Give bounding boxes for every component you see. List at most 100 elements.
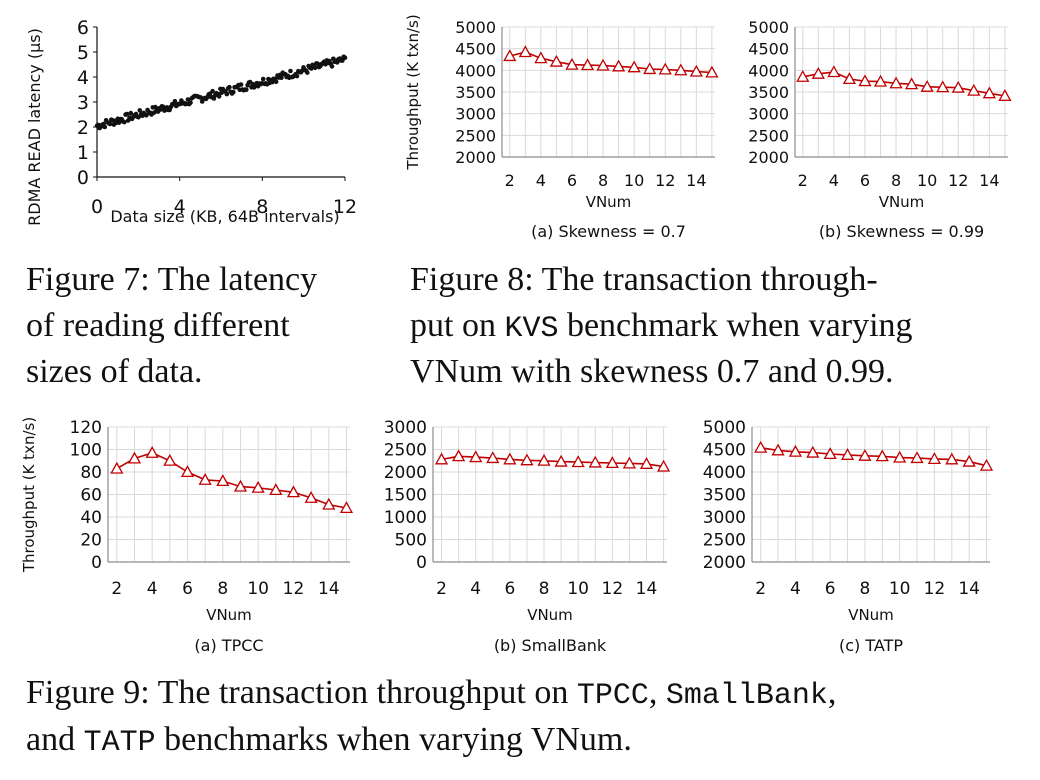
data-point-marker: [705, 65, 719, 78]
y-tick-label: 3: [77, 92, 89, 114]
data-point-marker: [518, 45, 532, 58]
x-tick-label: 6: [825, 579, 836, 599]
figure-8-caption-line-2: put on KVS benchmark when varying: [410, 307, 913, 346]
data-point-marker: [622, 456, 637, 469]
data-point-marker: [127, 451, 142, 464]
x-tick-label: 2: [505, 171, 515, 190]
scatter-point: [137, 108, 143, 113]
scatter-point: [224, 91, 230, 97]
x-tick-label: 2: [436, 579, 447, 599]
figure-9-caption-separator: ,: [828, 674, 837, 711]
x-axis-label: VNum: [527, 606, 573, 624]
data-point-marker: [596, 58, 610, 71]
y-tick-label: 5000: [455, 18, 496, 37]
y-tick-label: 4500: [748, 40, 789, 59]
data-point-marker: [951, 80, 965, 93]
y-tick-label: 4500: [455, 40, 496, 59]
data-point-marker: [754, 440, 768, 453]
data-point-marker: [554, 454, 568, 467]
y-axis-label: RDMA READ latency (µs): [25, 28, 44, 226]
y-tick-label: 1: [77, 142, 89, 164]
data-point-marker: [469, 450, 483, 463]
scatter-point: [238, 82, 244, 87]
y-tick-label: 500: [395, 531, 427, 551]
x-tick-label: 12: [333, 196, 357, 218]
x-tick-label: 12: [924, 579, 946, 599]
x-tick-label: 10: [889, 579, 911, 599]
data-point-marker: [233, 479, 248, 492]
x-tick-label: 8: [891, 171, 901, 190]
data-point-marker: [920, 79, 934, 92]
y-tick-label: 0: [91, 553, 102, 573]
y-tick-label: 2000: [455, 148, 496, 167]
figure-8a-skewness-0.7-chart: 2000 2500 3000 3500 4000 4500 5000 2 4 6 8 10 12 14 VN…: [404, 14, 719, 241]
data-point-marker: [889, 76, 903, 89]
y-tick-label: 1500: [384, 486, 427, 506]
data-point-marker: [534, 51, 548, 64]
data-point-marker: [771, 443, 785, 456]
data-point-marker: [840, 448, 855, 460]
y-tick-label: 2: [77, 117, 89, 139]
x-tick-label: 6: [567, 171, 577, 190]
y-tick-label: 3000: [455, 105, 496, 124]
y-tick-label: 100: [70, 441, 102, 461]
data-point-marker: [198, 473, 212, 485]
data-point-marker: [452, 449, 466, 462]
y-tick-label: 4000: [748, 61, 789, 80]
y-tick-label: 2000: [748, 148, 789, 167]
data-point-marker: [145, 446, 159, 458]
x-tick-label: 12: [602, 579, 624, 599]
figure-9-caption: Figure 9: The transaction throughput on …: [26, 674, 836, 760]
x-axis-label: VNum: [848, 606, 894, 624]
data-point-marker: [945, 452, 959, 465]
data-point-marker: [304, 491, 318, 503]
figure-9-caption-line-2: and TATP benchmarks when varying VNum.: [26, 721, 632, 760]
data-point-marker: [656, 459, 671, 472]
scatter-point: [216, 94, 222, 99]
data-point-marker: [180, 465, 195, 478]
x-tick-label: 14: [636, 579, 658, 599]
data-point-marker: [905, 77, 919, 90]
x-axis-label: VNum: [586, 193, 632, 211]
data-point-marker: [979, 458, 994, 471]
x-tick-label: 14: [979, 171, 999, 190]
figure-9-caption-line-1: Figure 9: The transaction throughput on …: [26, 674, 836, 713]
benchmark-code-tatp: TATP: [84, 726, 156, 760]
data-point-marker: [639, 457, 654, 469]
x-tick-label: 8: [860, 579, 871, 599]
x-axis-label: Data size (KB, 64B intervals): [110, 207, 339, 226]
data-point-marker: [286, 485, 301, 498]
x-tick-label: 6: [504, 579, 515, 599]
y-tick-label: 2500: [384, 441, 427, 461]
y-tick-label: 4000: [455, 61, 496, 80]
data-point-marker: [503, 452, 517, 465]
benchmark-code-kvs: KVS: [504, 312, 558, 346]
y-tick-label: 4000: [703, 463, 746, 483]
y-tick-label: 80: [80, 463, 102, 483]
x-tick-label: 4: [536, 171, 546, 190]
data-point-marker: [503, 49, 517, 62]
scatter-point: [312, 65, 318, 71]
scatter-point: [185, 97, 191, 102]
scatter-point: [329, 64, 335, 69]
y-tick-label: 20: [80, 531, 102, 551]
data-point-marker: [875, 449, 889, 462]
y-tick-label: 40: [80, 508, 102, 528]
x-tick-label: 14: [686, 171, 706, 190]
x-axis-label: VNum: [879, 193, 925, 211]
y-tick-label: 2500: [703, 531, 746, 551]
y-tick-label: 2500: [455, 126, 496, 145]
figure-7-caption-line-1: Figure 7: The latency: [26, 261, 317, 298]
figure-7-caption-line-3: sizes of data.: [26, 353, 203, 390]
figure-8-caption-text: benchmark when varying: [558, 307, 912, 344]
y-tick-label: 3000: [703, 508, 746, 528]
y-tick-label: 3500: [748, 83, 789, 102]
data-point-marker: [588, 455, 602, 468]
x-tick-label: 10: [624, 171, 644, 190]
scatter-point: [188, 100, 193, 105]
data-point-marker: [967, 83, 981, 96]
data-point-marker: [537, 453, 551, 466]
benchmark-code-smallbank: SmallBank: [666, 679, 828, 713]
